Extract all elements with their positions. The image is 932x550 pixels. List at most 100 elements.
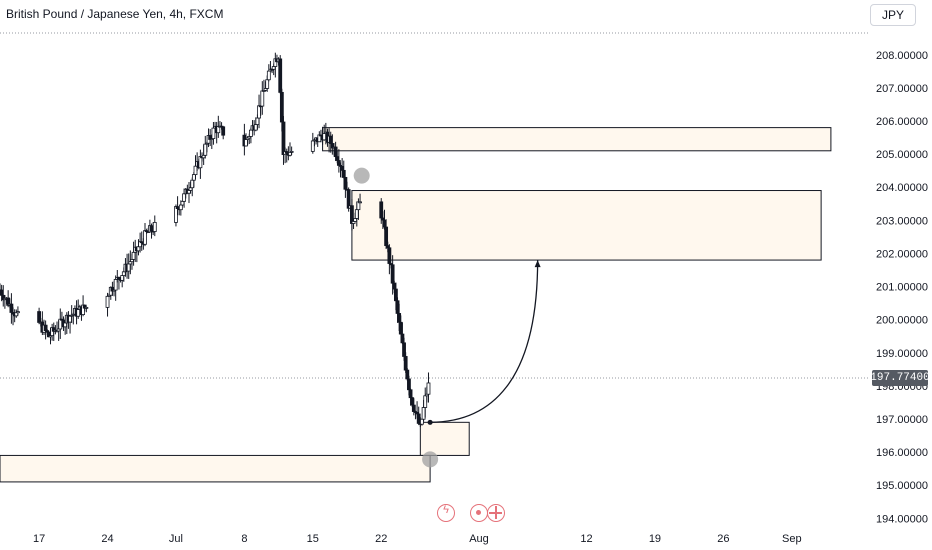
candle-body bbox=[379, 201, 384, 219]
candle-body bbox=[37, 311, 42, 323]
projection-start-dot bbox=[427, 419, 433, 425]
candle-body bbox=[193, 165, 198, 176]
candle-body bbox=[255, 117, 260, 125]
candle-body bbox=[382, 219, 387, 228]
candle-body bbox=[178, 204, 183, 211]
y-tick-label: 197.00000 bbox=[876, 414, 928, 426]
candle-body bbox=[9, 303, 14, 313]
zone-202-204 bbox=[351, 190, 822, 261]
candle-body bbox=[143, 230, 147, 245]
candle-body bbox=[400, 333, 405, 344]
candle-body bbox=[423, 395, 428, 408]
candle-body bbox=[244, 139, 248, 147]
flag-icon[interactable] bbox=[487, 504, 505, 522]
candle-body bbox=[405, 369, 410, 380]
x-tick-label: 24 bbox=[101, 533, 113, 545]
candle-body bbox=[358, 201, 362, 204]
y-tick-label: 204.00000 bbox=[876, 182, 928, 194]
candle-body bbox=[333, 146, 338, 158]
y-tick-label: 200.00000 bbox=[876, 315, 928, 327]
candle-body bbox=[136, 246, 141, 252]
currency-selector[interactable]: JPY bbox=[870, 4, 916, 26]
y-tick-label: 194.00000 bbox=[876, 513, 928, 525]
x-tick-label: Aug bbox=[469, 533, 489, 545]
candle-body bbox=[387, 247, 392, 264]
y-tick-label: 202.00000 bbox=[876, 248, 928, 260]
candle-body bbox=[322, 133, 327, 141]
target-icon[interactable] bbox=[470, 504, 488, 522]
x-tick-label: 17 bbox=[33, 533, 45, 545]
candle-body bbox=[253, 124, 258, 131]
projection-arrow bbox=[430, 260, 539, 423]
candle-body bbox=[126, 263, 131, 272]
candle-body bbox=[354, 209, 359, 219]
candle-body bbox=[149, 225, 154, 232]
candle-body bbox=[310, 140, 315, 152]
candle-body bbox=[393, 288, 398, 302]
candles-layer bbox=[0, 52, 431, 428]
x-tick-label: 22 bbox=[375, 533, 387, 545]
candle-body bbox=[182, 193, 187, 202]
x-tick-label: Sep bbox=[782, 533, 802, 545]
y-tick-label: 205.00000 bbox=[876, 149, 928, 161]
candle-body bbox=[278, 58, 283, 93]
lightning-icon[interactable] bbox=[437, 504, 455, 522]
chart-title: British Pound / Japanese Yen, 4h, FXCM bbox=[6, 7, 223, 21]
candle-body bbox=[411, 404, 416, 412]
candle-body bbox=[180, 200, 185, 206]
candle-body bbox=[421, 407, 426, 420]
x-tick-label: 15 bbox=[307, 533, 319, 545]
arrowhead-layer bbox=[427, 260, 541, 425]
candle-body bbox=[58, 318, 63, 330]
y-tick-label: 206.00000 bbox=[876, 116, 928, 128]
x-tick-label: Jul bbox=[169, 533, 183, 545]
candle-body bbox=[191, 174, 196, 181]
candle-body bbox=[392, 282, 397, 290]
candle-body bbox=[279, 91, 284, 123]
markers-layer bbox=[353, 167, 439, 468]
candle-body bbox=[68, 315, 72, 323]
candle-body bbox=[395, 300, 400, 314]
candle-body bbox=[187, 190, 191, 194]
candle-body bbox=[63, 322, 68, 328]
candle-body bbox=[288, 151, 292, 156]
candle-body bbox=[390, 264, 395, 284]
candle-body bbox=[408, 389, 413, 399]
candle-body bbox=[398, 321, 403, 335]
candle-body bbox=[410, 397, 415, 406]
x-tick-label: 19 bbox=[649, 533, 661, 545]
marker-high bbox=[353, 167, 370, 184]
candle-body bbox=[265, 79, 270, 89]
y-tick-label: 201.00000 bbox=[876, 282, 928, 294]
time-axis[interactable]: 17 24 Jul 8 15 22 Aug 12 19 26 Sep bbox=[33, 533, 802, 545]
y-tick-label: 203.00000 bbox=[876, 215, 928, 227]
candle-body bbox=[76, 309, 81, 317]
candle-body bbox=[384, 226, 389, 247]
zone-196-197 bbox=[419, 421, 470, 456]
zones-layer bbox=[0, 127, 832, 483]
zone-205 bbox=[322, 127, 832, 152]
candle-body bbox=[266, 70, 271, 81]
zone-195-196 bbox=[0, 454, 431, 483]
candle-body bbox=[271, 66, 276, 70]
candle-body bbox=[397, 313, 402, 323]
candle-body bbox=[289, 150, 294, 153]
candle-body bbox=[14, 312, 19, 317]
candle-body bbox=[84, 306, 89, 309]
candle-body bbox=[328, 135, 333, 144]
candle-body bbox=[0, 289, 4, 296]
candle-body bbox=[16, 311, 20, 314]
candle-body bbox=[105, 295, 110, 308]
y-tick-label: 196.00000 bbox=[876, 447, 928, 459]
x-tick-label: 26 bbox=[717, 533, 729, 545]
candle-body bbox=[343, 176, 348, 190]
candle-body bbox=[43, 324, 48, 332]
y-tick-label: 195.00000 bbox=[876, 480, 928, 492]
candle-body bbox=[113, 278, 118, 291]
price-axis[interactable]: 208.00000 207.00000 206.00000 205.00000 204.… bbox=[876, 50, 928, 526]
candle-body bbox=[340, 166, 345, 171]
candle-body bbox=[426, 382, 431, 395]
candle-body bbox=[407, 378, 411, 391]
candle-body bbox=[211, 127, 216, 139]
